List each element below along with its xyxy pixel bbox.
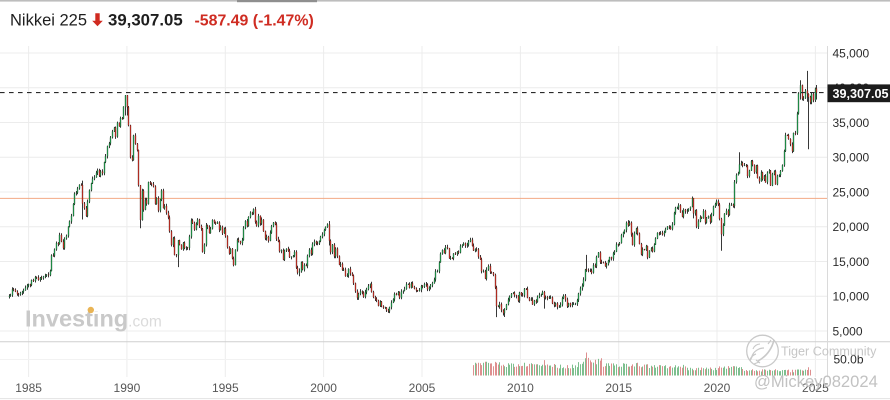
svg-text:Tiger Community: Tiger Community bbox=[781, 344, 877, 358]
svg-text:2020: 2020 bbox=[704, 381, 731, 395]
svg-text:15,000: 15,000 bbox=[833, 255, 870, 269]
svg-text:1990: 1990 bbox=[114, 381, 141, 395]
svg-text:10,000: 10,000 bbox=[833, 290, 870, 304]
svg-text:39,307.05: 39,307.05 bbox=[108, 11, 183, 30]
svg-text:@Mickey082024: @Mickey082024 bbox=[754, 372, 878, 391]
svg-text:30,000: 30,000 bbox=[833, 151, 870, 165]
svg-text:5,000: 5,000 bbox=[833, 324, 863, 338]
svg-text:2000: 2000 bbox=[310, 381, 337, 395]
svg-text:1995: 1995 bbox=[212, 381, 239, 395]
svg-text:50.0b: 50.0b bbox=[834, 352, 864, 366]
svg-text:2015: 2015 bbox=[605, 381, 632, 395]
svg-text:2010: 2010 bbox=[507, 381, 534, 395]
svg-text:39,307.05: 39,307.05 bbox=[833, 87, 889, 101]
svg-text:25,000: 25,000 bbox=[833, 185, 870, 199]
svg-text:45,000: 45,000 bbox=[833, 46, 870, 60]
svg-text:1985: 1985 bbox=[15, 381, 42, 395]
svg-text:2005: 2005 bbox=[409, 381, 436, 395]
svg-text:20,000: 20,000 bbox=[833, 220, 870, 234]
svg-text:35,000: 35,000 bbox=[833, 116, 870, 130]
svg-text:2025: 2025 bbox=[802, 381, 829, 395]
svg-text:-587.49 (-1.47%): -587.49 (-1.47%) bbox=[195, 13, 314, 30]
svg-text:Nikkei 225: Nikkei 225 bbox=[10, 12, 87, 30]
